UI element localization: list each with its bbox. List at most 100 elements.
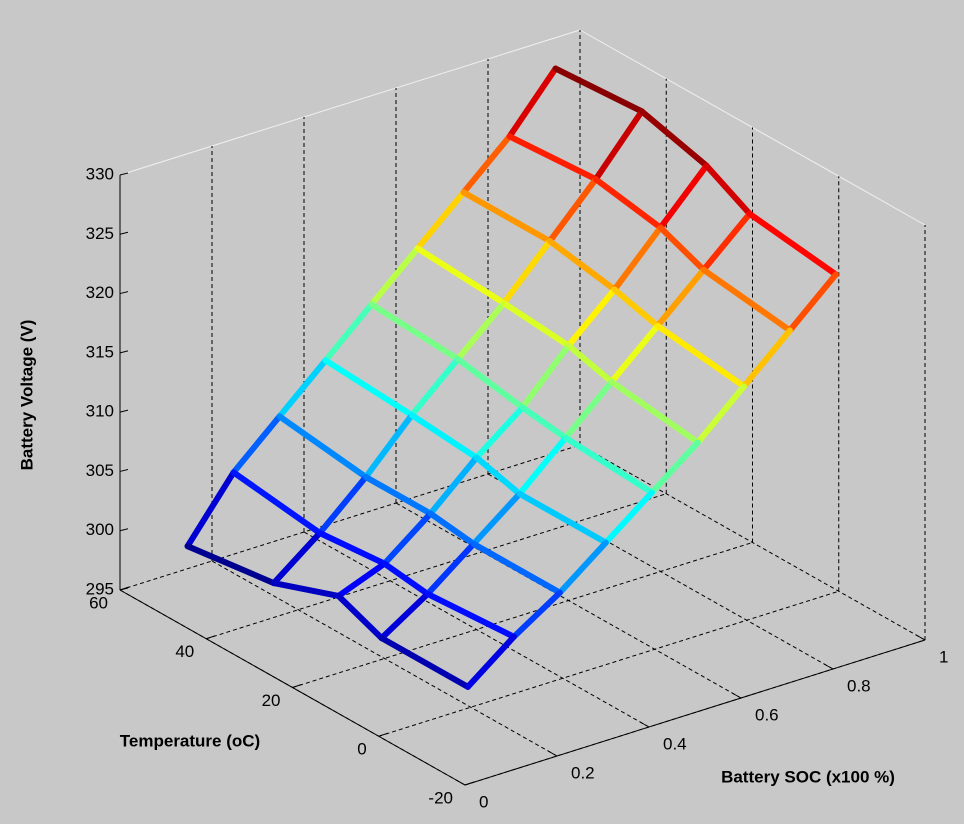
- mesh-edge: [460, 133, 513, 196]
- mesh-edge: [276, 413, 369, 481]
- mesh-edge: [381, 560, 431, 597]
- mesh-edge: [657, 224, 707, 273]
- mesh-edge: [276, 357, 329, 420]
- mesh-edge: [592, 108, 645, 183]
- mesh-edge: [519, 342, 572, 411]
- z-tick: [119, 291, 129, 295]
- z-tick: [119, 231, 129, 235]
- mesh-edge: [408, 412, 480, 461]
- z-tick-label: 325: [86, 224, 114, 243]
- mesh-edge: [230, 469, 323, 537]
- mesh-edge: [473, 404, 526, 461]
- mesh-edge: [500, 238, 553, 307]
- y-tick: [292, 684, 302, 688]
- x-tick: [455, 779, 466, 786]
- mesh-edge: [460, 189, 553, 245]
- z-tick-label: 305: [86, 461, 114, 480]
- grid-line: [119, 444, 581, 591]
- x-tick: [823, 663, 834, 670]
- mesh-edge: [602, 489, 655, 546]
- mesh-edge: [500, 300, 572, 349]
- mesh-edge: [470, 490, 523, 547]
- mesh-edge: [335, 592, 385, 642]
- mesh-edge: [592, 176, 664, 231]
- mesh-edge: [657, 162, 710, 231]
- mesh-edge: [381, 510, 434, 567]
- mesh-edge: [648, 439, 701, 496]
- grid-line: [206, 493, 667, 640]
- y-tick-label: 40: [175, 642, 194, 661]
- mesh-edge: [322, 357, 415, 419]
- grid-line: [292, 542, 753, 688]
- mesh-edge: [230, 413, 283, 476]
- y-tick: [464, 781, 475, 786]
- x-tick: [639, 721, 650, 728]
- mesh-edge: [368, 245, 421, 308]
- mesh-edge: [700, 210, 753, 273]
- mesh-edge: [740, 327, 793, 390]
- mesh-edge: [270, 530, 323, 587]
- mesh-edge: [565, 286, 618, 349]
- mesh-edge: [470, 540, 563, 596]
- z-tick-label: 330: [86, 164, 114, 183]
- mesh-edge: [516, 490, 609, 546]
- x-tick: [731, 692, 742, 699]
- z-tick-label: 320: [86, 283, 114, 302]
- x-axis: [464, 639, 926, 786]
- x-tick-label: 0.2: [571, 763, 595, 782]
- box-edge: [119, 29, 581, 176]
- mesh-edge: [654, 322, 747, 390]
- y-tick: [119, 586, 130, 591]
- mesh-edge: [378, 635, 471, 690]
- mesh-edge: [746, 210, 839, 278]
- y-tick-label: 0: [357, 740, 366, 759]
- x-axis-label: Battery SOC (x100 %): [721, 767, 895, 786]
- mesh-edge: [506, 133, 599, 183]
- mesh-edge: [414, 189, 467, 252]
- mesh-edge: [638, 108, 710, 169]
- mesh-edge: [694, 383, 747, 446]
- y-tick-label: 60: [89, 593, 108, 612]
- z-tick: [119, 468, 129, 472]
- x-tick-label: 1: [939, 647, 948, 666]
- mesh-edge: [454, 300, 507, 363]
- mesh-edge: [362, 412, 415, 481]
- mesh-edge: [316, 530, 388, 567]
- mesh-edge: [516, 434, 569, 497]
- mesh-edge: [414, 245, 507, 307]
- mesh-edge: [510, 589, 563, 640]
- mesh-edge: [270, 580, 342, 599]
- mesh-edge: [184, 543, 277, 587]
- y-tick: [206, 635, 216, 640]
- mesh-edge: [703, 162, 753, 217]
- mesh-edge: [362, 474, 434, 517]
- mesh-edge: [700, 266, 793, 334]
- mesh-edge: [427, 454, 480, 517]
- z-tick-label: 295: [86, 579, 114, 598]
- mesh-edge: [562, 434, 655, 496]
- mesh-edge: [335, 560, 388, 599]
- z-tick: [119, 528, 129, 532]
- mesh-edge: [611, 224, 664, 293]
- x-tick: [915, 634, 926, 641]
- mesh-edge: [506, 65, 559, 140]
- x-tick-label: 0.8: [847, 676, 871, 695]
- z-tick: [119, 350, 129, 354]
- z-tick: [119, 409, 129, 413]
- x-tick-label: 0.6: [755, 705, 779, 724]
- z-tick-label: 310: [86, 402, 114, 421]
- z-tick: [119, 172, 129, 176]
- grid-line: [211, 560, 558, 757]
- mesh-edge: [546, 176, 599, 245]
- mesh-edge: [608, 378, 701, 446]
- mesh-edge: [473, 454, 523, 497]
- grid-line: [378, 590, 839, 737]
- mesh-edge: [464, 633, 517, 690]
- z-axis-label: Battery Voltage (V): [17, 320, 36, 471]
- mesh-edge: [427, 510, 477, 547]
- mesh-edge: [316, 474, 369, 537]
- mesh-edge: [552, 65, 645, 115]
- mesh-edge: [519, 404, 569, 441]
